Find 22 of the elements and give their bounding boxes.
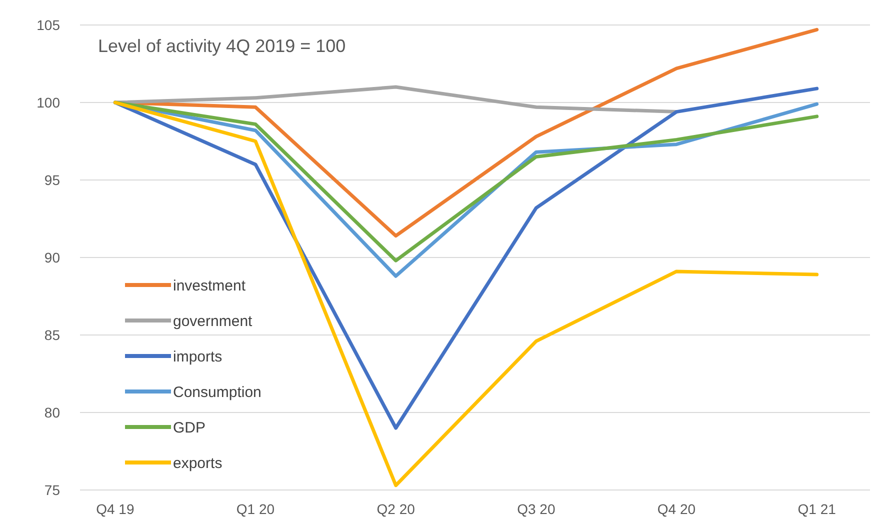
x-tick-label: Q3 20 xyxy=(517,501,556,517)
y-tick-label: 85 xyxy=(44,326,60,343)
legend-label: government xyxy=(173,312,254,330)
x-tick-label: Q1 21 xyxy=(798,501,836,517)
legend-label: Consumption xyxy=(173,384,262,401)
legend-label: GDP xyxy=(173,419,206,436)
legend-label: imports xyxy=(173,348,222,366)
line-series xyxy=(113,100,819,488)
y-tick-label: 105 xyxy=(36,16,60,33)
y-tick-label: 100 xyxy=(36,94,60,110)
legend-label: exports xyxy=(173,454,222,472)
x-tick-label: Q1 20 xyxy=(236,501,275,517)
y-tick-label: 75 xyxy=(44,482,60,498)
x-tick-label: Q4 20 xyxy=(657,501,696,517)
x-tick-label: Q4 19 xyxy=(96,501,134,517)
y-tick-label: 80 xyxy=(44,404,60,420)
y-tick-label: 95 xyxy=(44,172,60,188)
y-tick-label: 90 xyxy=(44,249,60,266)
line-series xyxy=(113,85,678,114)
legend-label: investment xyxy=(173,277,246,294)
text: Level of activity 4Q 2019 = 100 xyxy=(98,36,346,56)
x-tick-label: Q2 20 xyxy=(376,501,416,517)
